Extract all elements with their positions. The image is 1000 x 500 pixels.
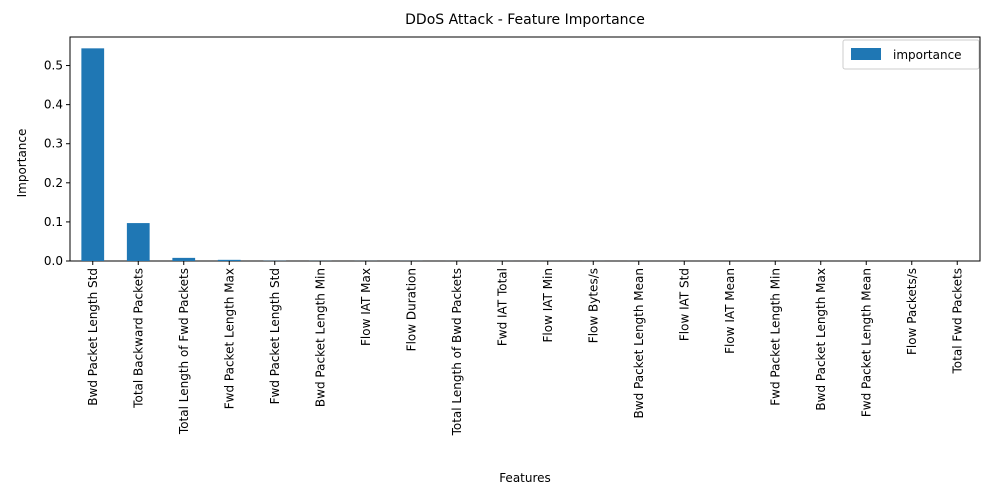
x-tick-label: Flow Packets/s: [905, 268, 919, 355]
x-tick-label: Flow Bytes/s: [586, 268, 600, 343]
y-tick-label: 0.5: [44, 59, 63, 73]
y-axis-label: Importance: [15, 129, 29, 198]
x-tick-label: Fwd Packet Length Std: [268, 268, 282, 404]
x-tick-label: Fwd Packet Length Min: [768, 268, 782, 406]
x-tick-label: Flow IAT Std: [677, 268, 691, 341]
x-tick-label: Total Fwd Packets: [950, 268, 964, 375]
x-tick-label: Flow IAT Min: [541, 268, 555, 342]
x-tick-label: Bwd Packet Length Min: [313, 268, 327, 407]
x-tick-label: Fwd Packet Length Mean: [859, 268, 873, 417]
x-tick-label: Total Length of Fwd Packets: [177, 268, 191, 435]
y-axis: 0.0 0.1 0.2 0.3 0.4 0.5: [44, 59, 70, 268]
y-tick-label: 0.4: [44, 98, 63, 112]
y-tick-label: 0.3: [44, 137, 63, 151]
legend: importance: [842, 39, 980, 70]
y-tick-label: 0.0: [44, 254, 63, 268]
chart-title: DDoS Attack - Feature Importance: [405, 12, 645, 28]
x-tick-label: Total Backward Packets: [131, 268, 145, 409]
x-axis: Bwd Packet Length Std Total Backward Pack…: [86, 261, 964, 436]
x-tick-label: Bwd Packet Length Std: [86, 268, 100, 406]
plot-area: [69, 36, 981, 262]
x-tick-label: Bwd Packet Length Mean: [632, 268, 646, 418]
y-tick-label: 0.2: [44, 176, 63, 190]
x-tick-label: Fwd IAT Total: [495, 268, 509, 346]
x-axis-label: Features: [499, 471, 551, 485]
legend-frame: [842, 39, 980, 70]
x-tick-label: Total Length of Bwd Packets: [450, 268, 464, 436]
bars-group: [81, 48, 651, 262]
legend-swatch: [851, 48, 881, 60]
bar: [81, 48, 105, 262]
bar: [172, 257, 196, 261]
bar: [217, 259, 241, 261]
x-tick-label: Flow Duration: [404, 268, 418, 351]
plot-frame: [69, 36, 981, 262]
x-tick-label: Flow IAT Mean: [723, 268, 737, 354]
x-tick-label: Bwd Packet Length Max: [814, 268, 828, 411]
x-tick-label: Flow IAT Max: [359, 268, 373, 346]
legend-label: importance: [893, 48, 962, 62]
y-tick-label: 0.1: [44, 215, 63, 229]
bar: [126, 223, 150, 261]
x-tick-label: Fwd Packet Length Max: [222, 268, 236, 409]
